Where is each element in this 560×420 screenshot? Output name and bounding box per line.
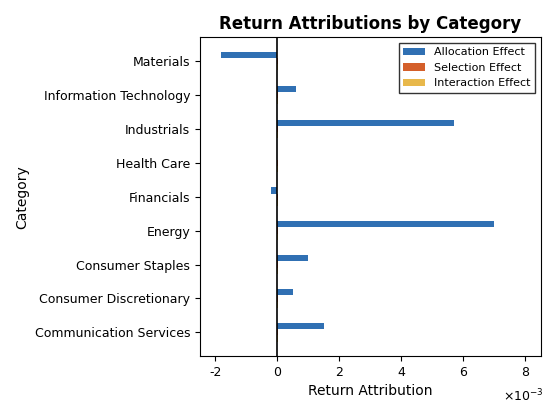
Bar bbox=[271, 187, 277, 194]
Title: Return Attributions by Category: Return Attributions by Category bbox=[219, 15, 521, 33]
Bar bbox=[277, 323, 324, 329]
Bar bbox=[277, 255, 308, 261]
Bar bbox=[277, 120, 454, 126]
X-axis label: Return Attribution: Return Attribution bbox=[308, 384, 432, 398]
Bar bbox=[277, 86, 296, 92]
Bar bbox=[221, 52, 277, 58]
Bar bbox=[277, 221, 494, 228]
Bar bbox=[277, 289, 293, 295]
Text: $\times10^{-3}$: $\times10^{-3}$ bbox=[503, 388, 544, 404]
Legend: Allocation Effect, Selection Effect, Interaction Effect: Allocation Effect, Selection Effect, Int… bbox=[399, 43, 535, 93]
Y-axis label: Category: Category bbox=[15, 165, 29, 228]
